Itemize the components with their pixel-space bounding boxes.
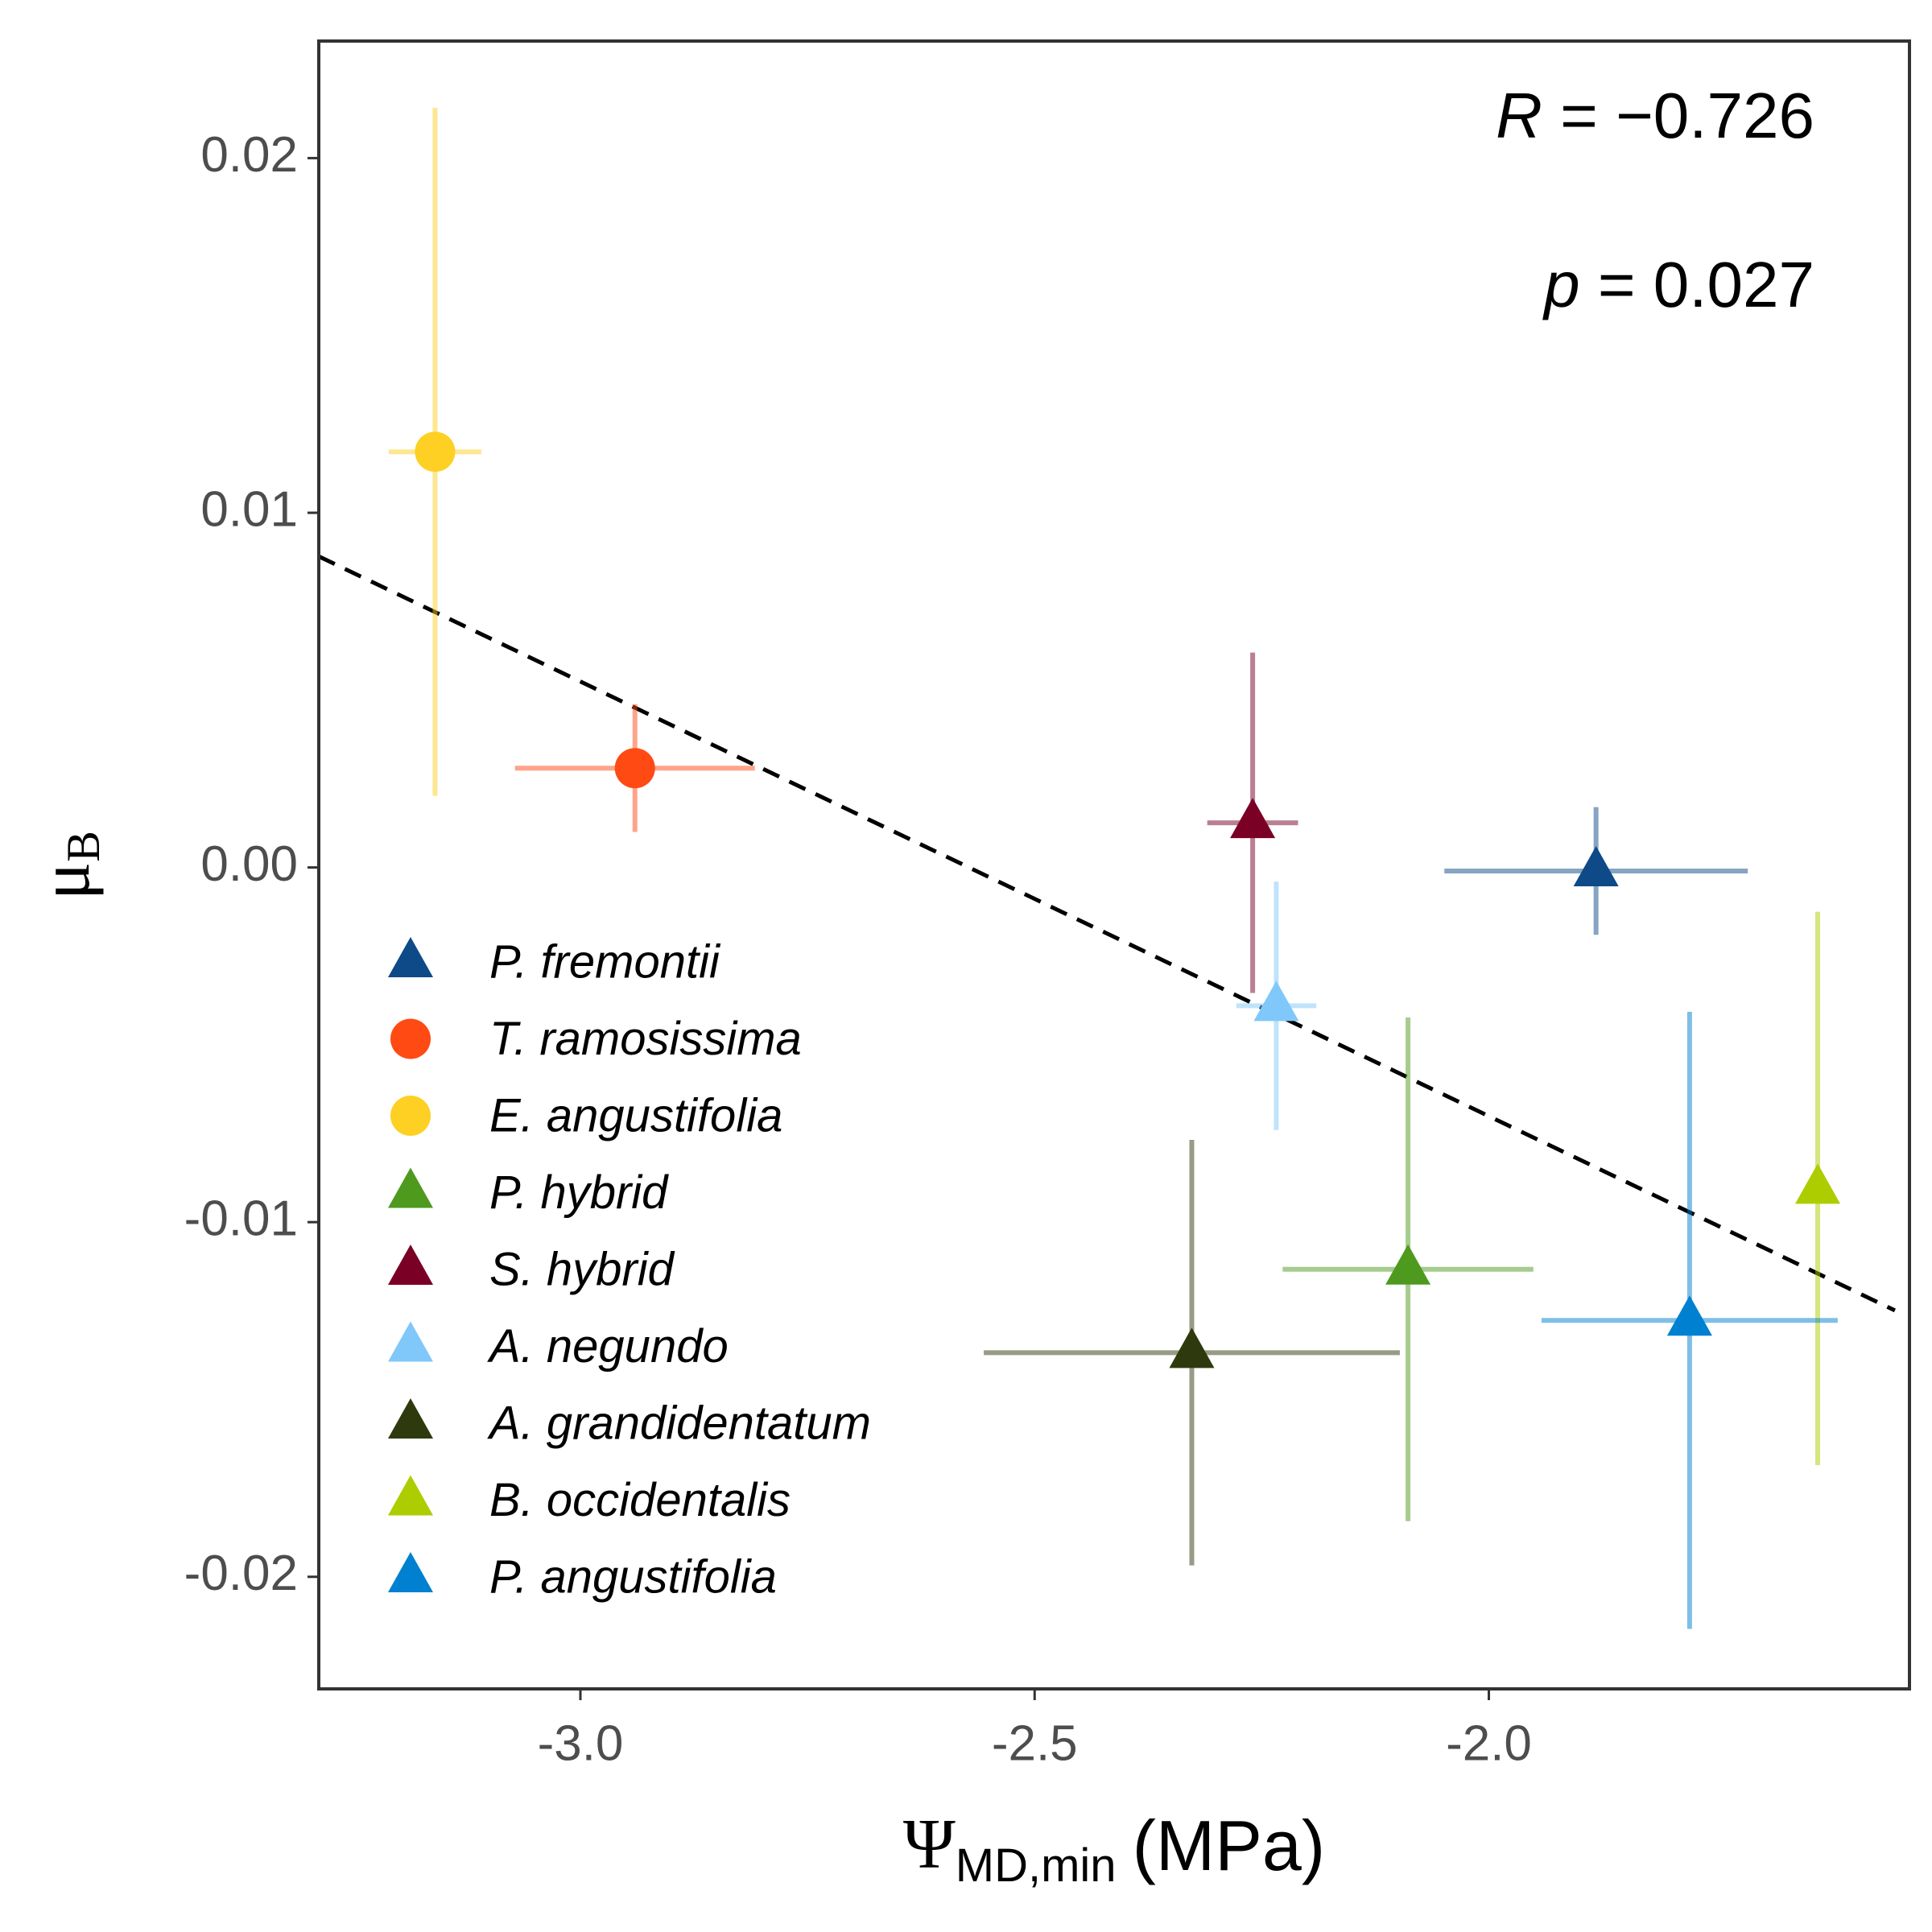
x-tick-label: -3.0	[538, 1715, 624, 1771]
y-tick-label: 0.00	[200, 836, 298, 892]
point	[1795, 1163, 1841, 1204]
y-tick-label: -0.01	[184, 1191, 298, 1247]
legend-label: P. angustifolia	[489, 1550, 777, 1603]
legend-label: P. fremontii	[489, 935, 721, 988]
legend-marker	[388, 1475, 433, 1516]
legend-marker	[388, 1321, 433, 1362]
legend-marker	[388, 1167, 433, 1208]
fit-line	[319, 554, 1897, 1313]
y-axis-title: μB	[27, 831, 109, 900]
legend-marker	[388, 1398, 433, 1439]
point	[1169, 1327, 1215, 1368]
point	[1253, 980, 1299, 1022]
legend-marker	[388, 1245, 433, 1285]
point	[1385, 1244, 1431, 1285]
legend-label: T. ramosissima	[489, 1013, 802, 1065]
legend-label: B. occidentalis	[489, 1474, 791, 1526]
legend-marker	[388, 937, 433, 977]
legend-label: P. hybrid	[489, 1166, 669, 1219]
point	[1230, 798, 1276, 839]
y-tick-label: -0.02	[184, 1546, 298, 1601]
legend-marker	[390, 1096, 431, 1136]
point	[614, 748, 655, 789]
point	[415, 431, 456, 473]
legend-label: A. grandidentatum	[487, 1397, 871, 1449]
x-axis-title: ΨMD,min (MPa)	[903, 1806, 1325, 1892]
point	[1666, 1295, 1712, 1336]
legend-label: S. hybrid	[489, 1243, 675, 1295]
legend-label: E. angustifolia	[489, 1089, 782, 1141]
x-tick-label: -2.5	[992, 1715, 1078, 1771]
y-tick-label: 0.01	[200, 481, 298, 537]
point	[1573, 845, 1619, 886]
legend-label: A. negundo	[487, 1320, 729, 1373]
x-tick-label: -2.0	[1446, 1715, 1532, 1771]
plot-frame	[317, 39, 1911, 1690]
annotation: p = 0.027	[1542, 249, 1814, 320]
y-tick-label: 0.02	[200, 127, 298, 183]
annotation: R = −0.726	[1496, 80, 1814, 151]
legend-marker	[388, 1552, 433, 1592]
legend-marker	[390, 1018, 431, 1059]
